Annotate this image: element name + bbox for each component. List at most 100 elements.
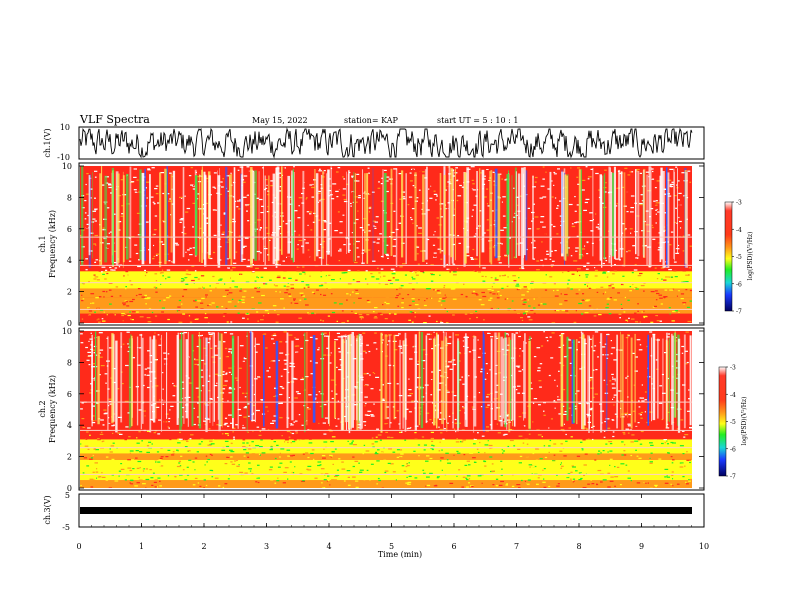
ch2-spectrogram-speckle: [337, 351, 341, 353]
ch1-spectrogram-speckle: [229, 279, 234, 281]
ch1-spectrogram-speckle: [103, 296, 105, 298]
ch2-spectrogram-speckle: [99, 374, 101, 376]
ch2-spectrogram-speckle: [518, 462, 522, 464]
ch2-spectrogram-speckle: [309, 459, 311, 462]
ch1-spectrogram-speckle: [215, 287, 217, 289]
ch2-spectrogram-speckle: [276, 444, 279, 446]
ch1-spectrogram-speckle: [167, 233, 172, 235]
ch1-spectrogram-speckle: [318, 283, 321, 285]
ch2-spectrogram-speckle: [216, 471, 219, 473]
ch1-spectrogram-speckle: [687, 291, 691, 293]
ch1-spectrogram-speckle: [278, 190, 282, 192]
ch2-spectrogram-speckle: [418, 396, 423, 398]
ch1-spectrogram-speckle: [229, 287, 232, 289]
ch2-spectrogram-speckle: [401, 465, 405, 467]
ch1-spectrogram-speckle: [127, 210, 130, 212]
ch1-spectrogram-speckle: [221, 201, 224, 203]
ch1-spectrogram-speckle: [457, 195, 462, 197]
ch1-spectrogram-speckle: [263, 315, 265, 317]
ch2-spectrogram-speckle: [366, 469, 369, 471]
ch2-spectrogram-speckle: [607, 451, 609, 453]
ch1-spectrogram-speckle: [471, 179, 474, 181]
ch2-spectrogram-speckle: [686, 459, 689, 461]
ch2-spectrogram-speckle: [504, 433, 508, 435]
ch2-spectrogram-speckle: [246, 366, 251, 368]
ch2-spectrogram-speckle: [602, 455, 607, 457]
ch1-spectrogram-speckle: [273, 247, 277, 249]
ch2-spectrogram-speckle: [519, 345, 523, 347]
ch1-spectrogram-speckle: [194, 276, 198, 279]
ch2-spectrogram-speckle: [197, 364, 200, 366]
ch1-spectrogram-speckle: [476, 171, 480, 173]
ch1-spectrogram-speckle: [490, 276, 493, 278]
ch1-spectrogram-stripe: [511, 175, 513, 260]
ch1-spectrogram-speckle: [101, 266, 106, 268]
ch1-spectrogram-speckle: [387, 225, 390, 227]
ch1-spectrogram-speckle: [288, 277, 292, 279]
ch1-spectrogram-speckle: [457, 182, 461, 184]
ch2-spectrogram-speckle: [210, 335, 212, 337]
ch2-spectrogram-speckle: [318, 460, 321, 462]
ch2-spectrogram-speckle: [554, 477, 557, 479]
ch2-spectrogram-speckle: [80, 342, 84, 344]
ch1-spectrogram-speckle: [504, 292, 509, 294]
ch1-spectrogram-speckle: [441, 188, 445, 190]
ch1-spectrogram-speckle: [393, 252, 395, 254]
ch2-spectrogram-speckle: [406, 449, 410, 451]
ch1-spectrogram-speckle: [433, 239, 437, 241]
ch2-spectrogram-speckle: [297, 383, 301, 385]
ch1-spectrogram-speckle: [94, 234, 99, 237]
ch1-spectrogram-speckle: [136, 190, 138, 193]
ch1-spectrogram-speckle: [407, 294, 410, 296]
ch1-spectrogram-speckle: [143, 276, 145, 278]
ch1-spectrogram-speckle: [416, 225, 418, 227]
ch1-spectrogram-speckle: [94, 220, 97, 222]
ch1-spectrogram-speckle: [689, 289, 692, 292]
ch1-spectrogram-speckle: [368, 207, 372, 209]
ch1-spectrogram-speckle: [635, 288, 639, 290]
ch2-spectrogram-speckle: [347, 476, 350, 478]
ch1-spectrogram-speckle: [601, 168, 604, 170]
ch1-spectrogram-speckle: [650, 207, 654, 209]
ch1-spectrogram-speckle: [230, 277, 231, 279]
ch1-spectrogram-stripe: [685, 172, 688, 268]
ch1-spectrogram-speckle: [567, 213, 570, 215]
ch1-spectrogram-speckle: [461, 237, 463, 239]
ch2-spectrogram-speckle: [472, 457, 476, 459]
ch1-spectrogram-speckle: [485, 188, 489, 190]
ch2-spectrogram-speckle: [179, 474, 183, 476]
ch1-spectrogram-speckle: [241, 258, 246, 260]
ch1-spectrogram-speckle: [477, 271, 481, 273]
ch1-spectrogram-speckle: [376, 230, 378, 232]
ch1-spectrogram-speckle: [94, 197, 96, 199]
ch1-spectrogram-speckle: [183, 233, 187, 235]
ch1-spectrogram-speckle: [392, 277, 395, 279]
ch2-spectrogram-speckle: [129, 479, 134, 481]
ch2-spectrogram-speckle: [474, 461, 476, 463]
ch1-spectrogram-speckle: [312, 183, 314, 186]
ch1-spectrogram-stripe: [620, 171, 623, 258]
ch1-spectrogram-speckle: [319, 168, 321, 170]
ch1-spectrogram-speckle: [640, 194, 644, 196]
ch1-spectrogram-speckle: [227, 243, 231, 245]
ch1-spectrogram-speckle: [307, 313, 311, 315]
ch1-spectrogram-speckle: [189, 254, 193, 256]
ch1-spectrogram-ytick-label: 4: [67, 256, 72, 265]
ch2-spectrogram-speckle: [607, 472, 611, 474]
ch1-spectrogram-speckle: [294, 210, 298, 212]
ch1-spectrogram-speckle: [260, 211, 264, 214]
ch2-spectrogram-speckle: [270, 448, 273, 450]
ch1-spectrogram-speckle: [301, 270, 304, 272]
ch1-spectrogram-speckle: [243, 175, 248, 177]
ch2-spectrogram-speckle: [423, 444, 427, 446]
ch1-spectrogram-speckle: [243, 196, 247, 198]
ch1-spectrogram-speckle: [306, 171, 309, 173]
ch1-spectrogram-stripe: [523, 173, 524, 258]
ch2-spectrogram-speckle: [612, 431, 615, 433]
ch2-spectrogram-speckle: [229, 474, 231, 476]
ch1-spectrogram-speckle: [452, 292, 454, 295]
ch2-spectrogram-speckle: [363, 444, 366, 446]
ch1-spectrogram-stripe: [623, 172, 626, 267]
ch2-spectrogram-speckle: [357, 436, 362, 438]
ch1-spectrogram-speckle: [349, 241, 351, 243]
